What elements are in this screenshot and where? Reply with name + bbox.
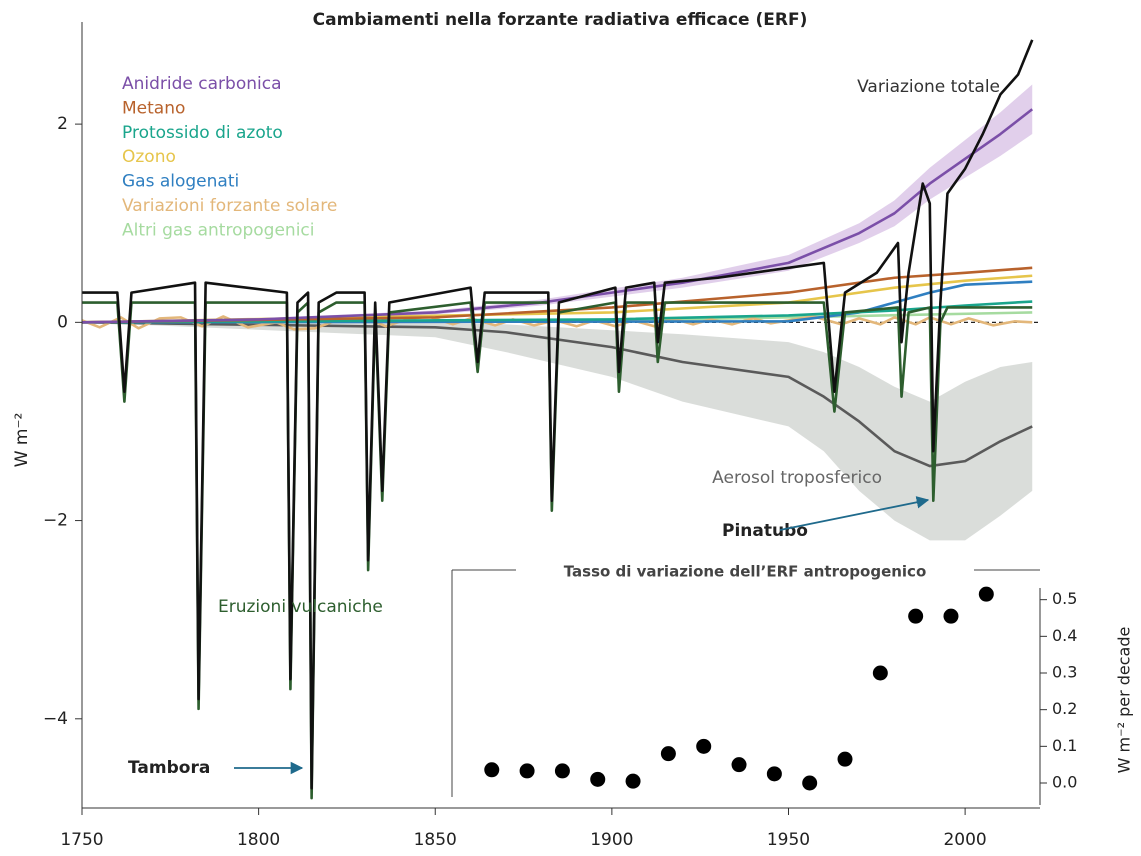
y-axis-label: W m⁻² xyxy=(12,413,32,468)
scatter-point xyxy=(802,775,818,791)
scatter-point xyxy=(590,771,606,787)
scatter-point xyxy=(943,608,959,624)
scatter-point xyxy=(519,763,535,779)
scatter-point xyxy=(554,763,570,779)
scatter-point xyxy=(731,757,747,773)
scatter-point xyxy=(766,766,782,782)
legend-entry: Variazioni forzante solare xyxy=(122,196,337,216)
series-line xyxy=(81,108,1034,324)
y-tick-label: −4 xyxy=(43,709,68,729)
annotation-arrow xyxy=(779,496,930,531)
series-line xyxy=(82,39,1034,790)
scatter-point xyxy=(872,665,888,681)
uncertainty-band xyxy=(82,322,1033,541)
series-line xyxy=(81,280,1033,324)
scatter-point xyxy=(908,608,924,624)
inset-y-tick-label: 0.5 xyxy=(1052,589,1077,608)
x-tick-label: 2000 xyxy=(943,830,986,850)
uncertainty-band xyxy=(82,84,1033,323)
chart-title: Cambiamenti nella forzante radiativa eff… xyxy=(313,10,808,30)
inset-title-bg xyxy=(516,560,974,582)
x-tick-label: 1900 xyxy=(590,830,633,850)
series-label: Eruzioni vulcaniche xyxy=(218,597,383,617)
inset-y-tick-label: 0.3 xyxy=(1052,663,1077,682)
legend-entry: Metano xyxy=(122,98,185,118)
x-tick-label: 1950 xyxy=(767,830,810,850)
scatter-point xyxy=(625,773,641,789)
inset-y-tick-label: 0.0 xyxy=(1052,773,1077,792)
inset-y-tick-label: 0.2 xyxy=(1052,699,1077,718)
series-line xyxy=(81,321,1033,468)
inset-title: Tasso di variazione dell’ERF antropogeni… xyxy=(564,563,927,581)
inset-y-tick-label: 0.4 xyxy=(1052,626,1077,645)
series-label: Aerosol troposferico xyxy=(712,468,882,488)
inset-y-tick-label: 0.1 xyxy=(1052,736,1077,755)
x-tick-label: 1750 xyxy=(60,830,103,850)
series-line xyxy=(81,266,1033,324)
series-label: Variazione totale xyxy=(857,77,1000,97)
scatter-point xyxy=(837,751,853,767)
y-tick-label: −2 xyxy=(43,511,68,531)
annotation: Tambora xyxy=(128,758,210,778)
legend-entry: Ozono xyxy=(122,147,176,167)
y-tick-label: 2 xyxy=(57,114,68,134)
scatter-point xyxy=(660,746,676,762)
x-tick-label: 1850 xyxy=(414,830,457,850)
series-line xyxy=(81,300,1033,324)
legend-entry: Gas alogenati xyxy=(122,172,239,192)
legend-entry: Altri gas antropogenici xyxy=(122,220,315,240)
scatter-point xyxy=(484,762,500,778)
series-line xyxy=(81,274,1033,324)
scatter-point xyxy=(696,738,712,754)
scatter-point xyxy=(978,586,994,602)
legend-entry: Anidride carbonica xyxy=(122,74,282,94)
inset-y-axis-label: W m⁻² per decade xyxy=(1115,627,1134,774)
x-tick-label: 1800 xyxy=(237,830,280,850)
legend-entry: Protossido di azoto xyxy=(122,123,283,143)
y-tick-label: 0 xyxy=(57,312,68,332)
annotation: Pinatubo xyxy=(722,521,808,541)
